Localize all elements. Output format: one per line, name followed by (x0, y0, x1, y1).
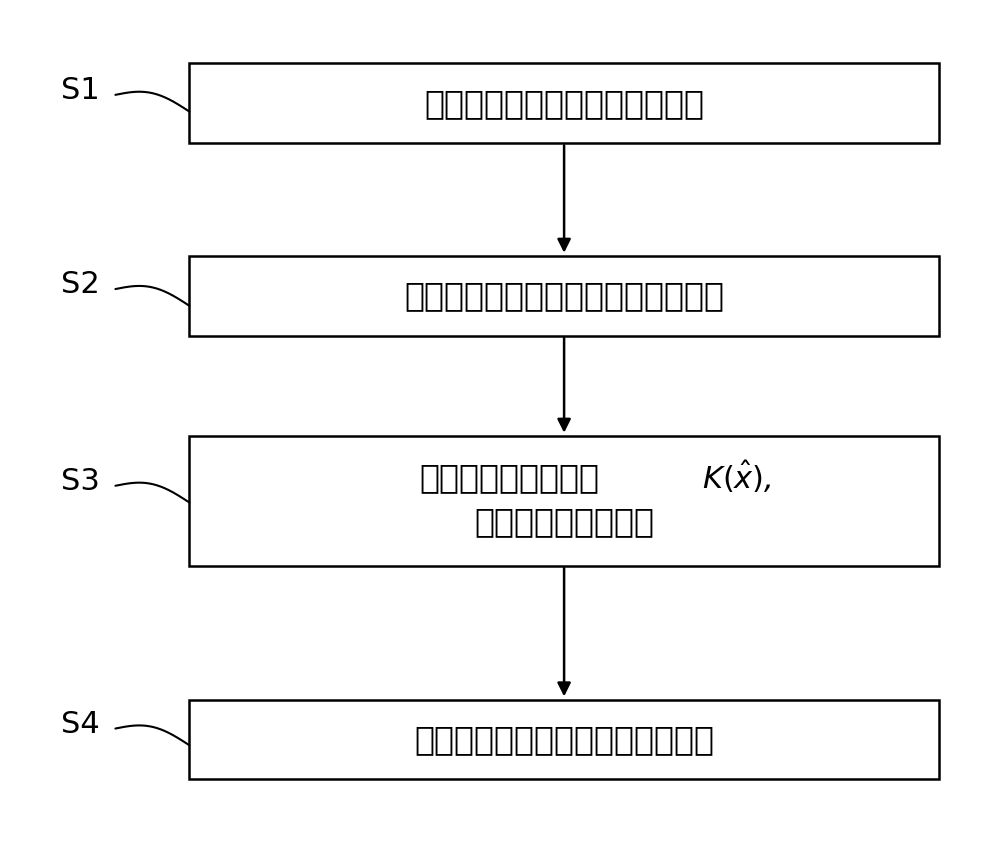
Text: S2: S2 (61, 271, 100, 300)
Bar (189, 700, 939, 780)
Text: 接收测量数据，进行工具面角估计: 接收测量数据，进行工具面角估计 (414, 722, 714, 756)
Bar (189, 64, 939, 143)
Text: S4: S4 (61, 710, 100, 739)
Text: 建立工具面角控制系统数学模型: 建立工具面角控制系统数学模型 (424, 87, 704, 120)
Bar (189, 256, 939, 335)
Text: 完成状态观测器设计: 完成状态观测器设计 (474, 505, 654, 539)
Bar (189, 436, 939, 566)
Text: S3: S3 (61, 467, 100, 496)
Text: S1: S1 (61, 76, 100, 106)
Text: $K(\hat{x})$,: $K(\hat{x})$, (702, 459, 772, 494)
Text: 构造状态观测器，获得估计误差系统: 构造状态观测器，获得估计误差系统 (404, 279, 724, 312)
Text: 求解状态观测器参数: 求解状态观测器参数 (420, 461, 600, 494)
